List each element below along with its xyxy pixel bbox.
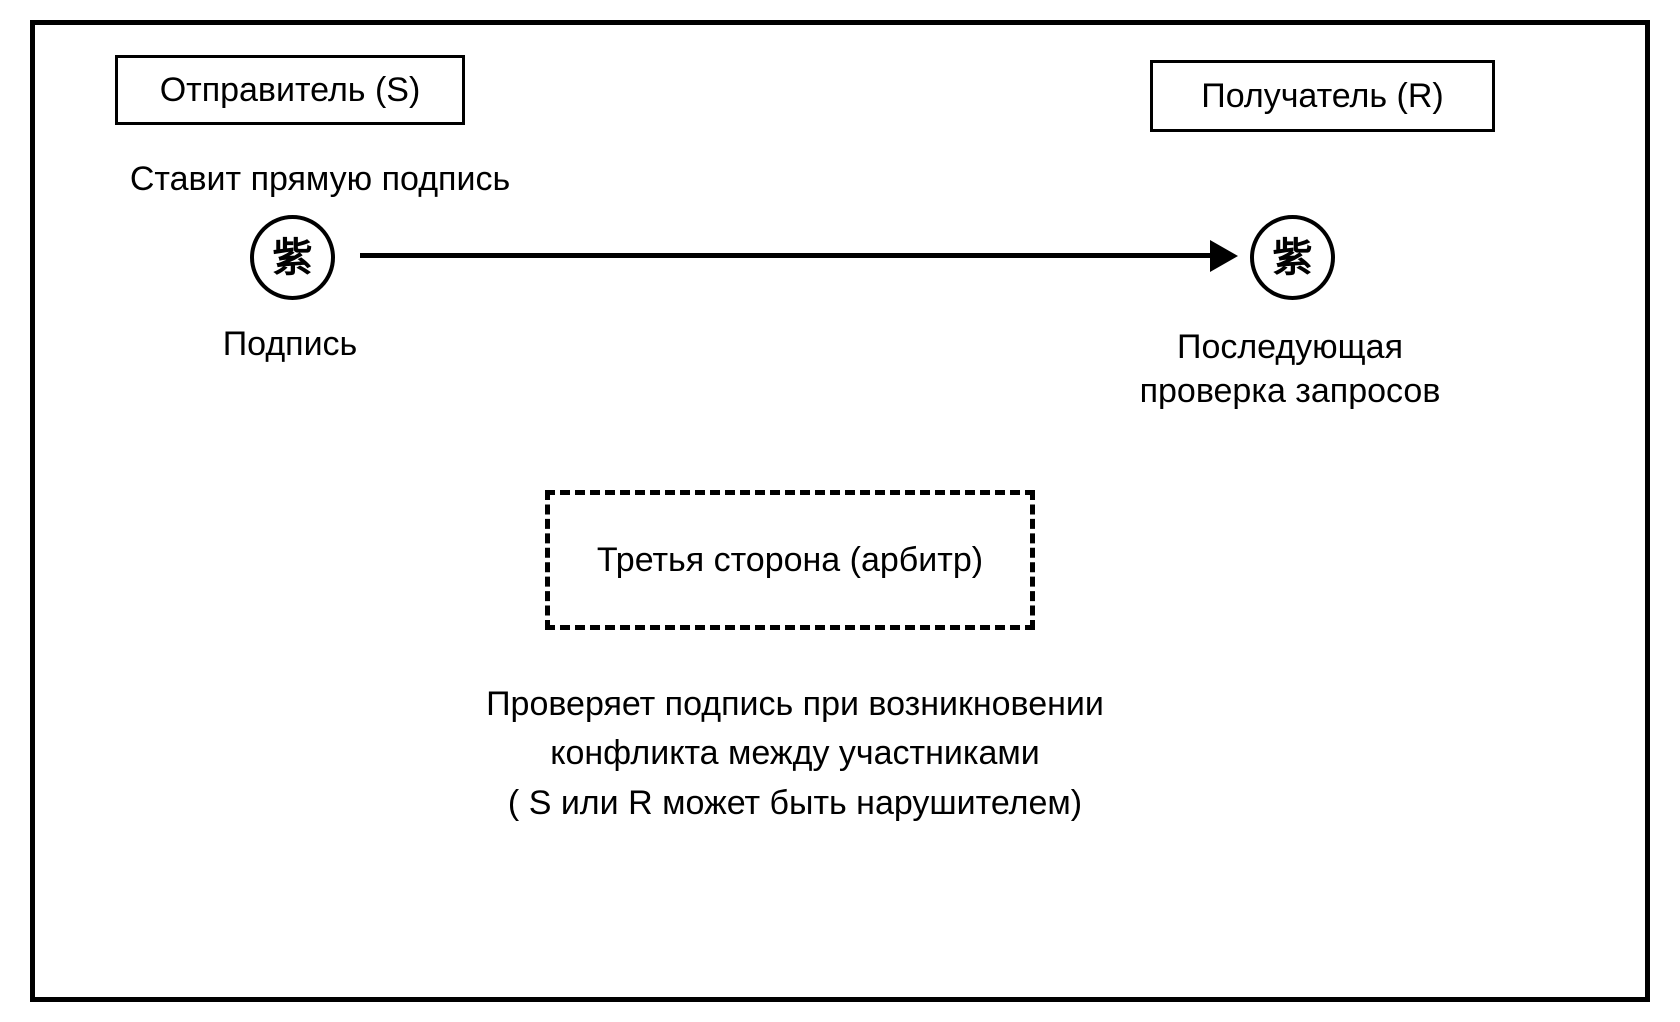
arbiter-label: Третья сторона (арбитр)	[597, 538, 983, 582]
sender-label: Отправитель (S)	[160, 71, 421, 110]
sender-action-text: Ставит прямую подпись	[80, 160, 560, 199]
seal-glyph: 紫	[273, 238, 313, 278]
sender-seal-icon: 紫	[250, 215, 335, 300]
arrow-line	[360, 253, 1215, 258]
signature-label: Подпись	[190, 325, 390, 364]
receiver-label: Получатель (R)	[1201, 77, 1443, 116]
verification-label: Последующая проверка запросов	[1080, 325, 1500, 413]
arrow-head-icon	[1210, 240, 1238, 272]
receiver-seal-icon: 紫	[1250, 215, 1335, 300]
seal-glyph: 紫	[1273, 238, 1313, 278]
arbiter-description: Проверяет подпись при возникновении конф…	[370, 680, 1220, 828]
arbiter-box: Третья сторона (арбитр)	[545, 490, 1035, 630]
receiver-box: Получатель (R)	[1150, 60, 1495, 132]
sender-box: Отправитель (S)	[115, 55, 465, 125]
